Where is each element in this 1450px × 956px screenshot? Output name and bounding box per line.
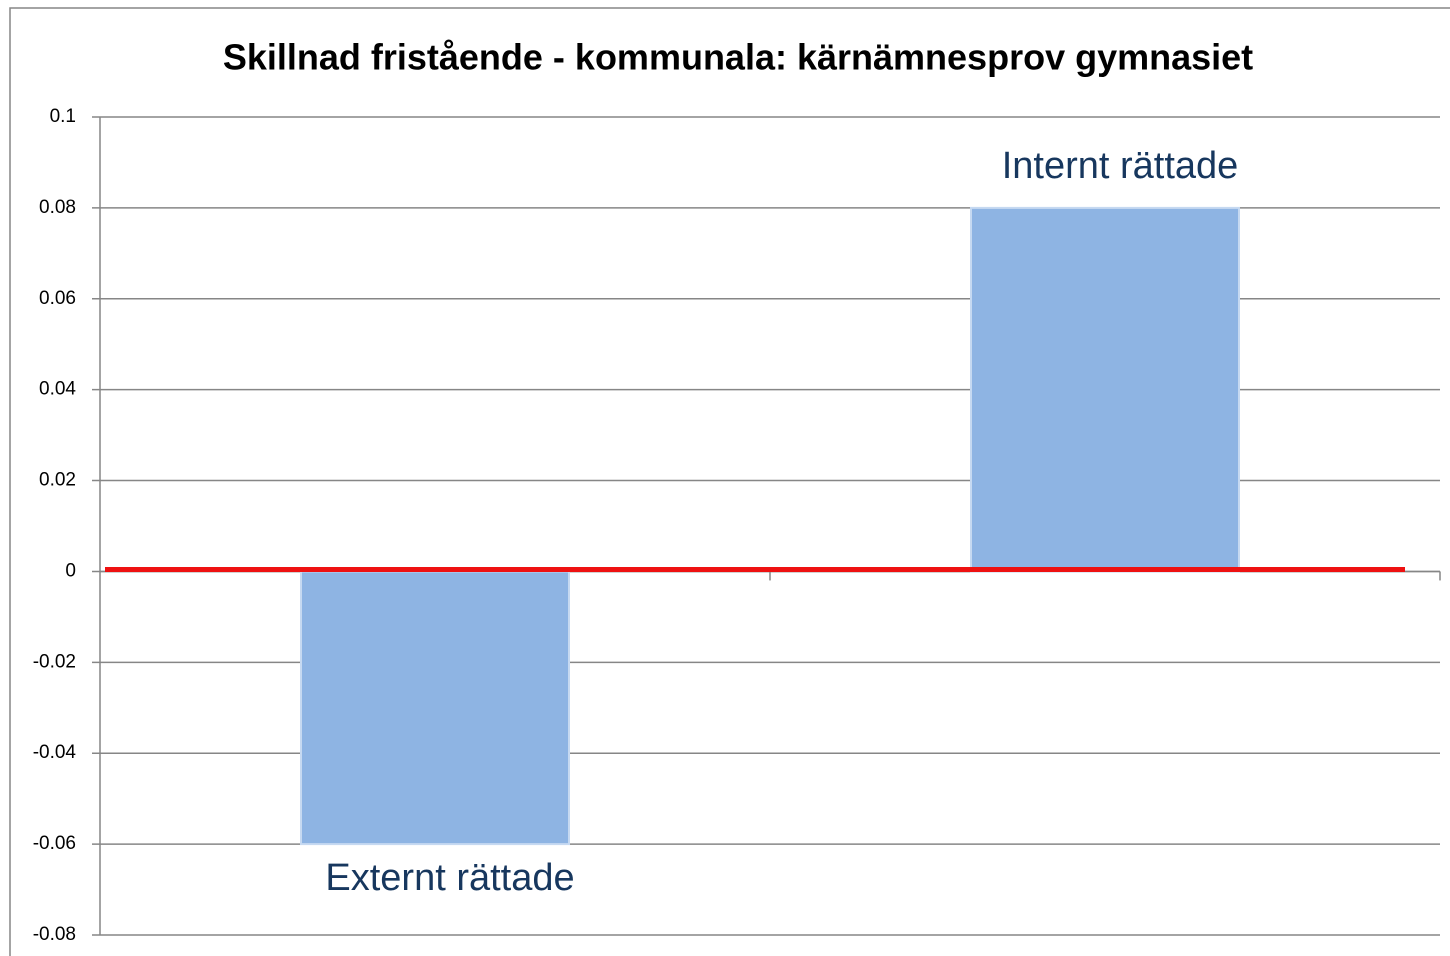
category-label: Internt rättade (1002, 145, 1239, 187)
chart-title: Skillnad fristående - kommunala: kärnämn… (223, 37, 1253, 78)
bar (970, 206, 1240, 573)
bar (300, 570, 570, 846)
y-tick-label: -0.02 (33, 651, 76, 672)
category-label: Externt rättade (325, 857, 574, 899)
y-tick-label: -0.04 (33, 742, 77, 763)
y-tick-label: 0.08 (39, 197, 76, 218)
y-tick-label: -0.08 (33, 924, 76, 945)
y-tick-label: 0.06 (39, 288, 76, 309)
y-tick-label: 0 (65, 560, 76, 581)
y-tick-label: 0.1 (50, 106, 76, 127)
y-tick-label: 0.02 (39, 470, 76, 491)
y-tick-label: 0.04 (39, 379, 76, 400)
y-tick-label: -0.06 (33, 833, 76, 854)
